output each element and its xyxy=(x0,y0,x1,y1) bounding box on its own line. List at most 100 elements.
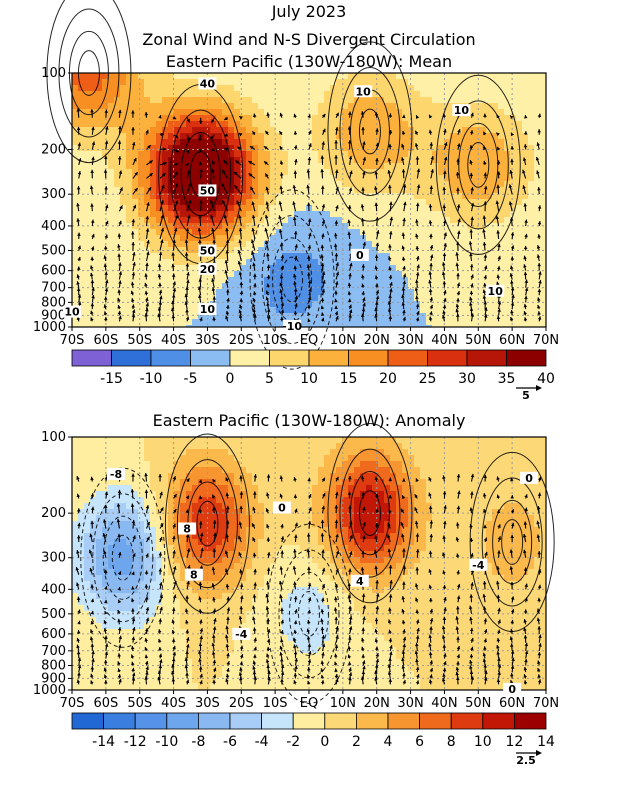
heatmap-cell xyxy=(324,109,331,116)
heatmap-cell xyxy=(126,277,133,284)
heatmap-cell xyxy=(174,145,181,152)
heatmap-cell xyxy=(354,283,361,290)
heatmap-cell xyxy=(126,301,133,308)
heatmap-cell xyxy=(204,443,211,450)
wind-vector-head xyxy=(266,283,270,288)
heatmap-cell xyxy=(420,319,427,326)
heatmap-cell xyxy=(324,443,331,450)
heatmap-cell xyxy=(168,115,175,122)
heatmap-cell xyxy=(378,205,385,212)
heatmap-cell xyxy=(186,289,193,296)
heatmap-cell xyxy=(270,193,277,200)
heatmap-cell xyxy=(228,199,235,206)
wind-vector-head xyxy=(374,314,378,318)
wind-vector-head xyxy=(188,183,192,187)
heatmap-cell xyxy=(174,217,181,224)
heatmap-cell xyxy=(318,139,325,146)
heatmap-cell xyxy=(414,163,421,170)
heatmap-cell xyxy=(342,157,349,164)
heatmap-cell xyxy=(96,151,103,158)
wind-vector-head xyxy=(186,170,191,174)
heatmap-cell xyxy=(402,85,409,92)
heatmap-cell xyxy=(222,193,229,200)
heatmap-cell xyxy=(462,115,469,122)
heatmap-cell xyxy=(156,115,163,122)
heatmap-cell xyxy=(156,175,163,182)
heatmap-cell xyxy=(354,127,361,134)
heatmap-cell xyxy=(240,115,247,122)
heatmap-cell xyxy=(90,139,97,146)
heatmap-cell xyxy=(492,437,499,444)
heatmap-cell xyxy=(240,97,247,104)
colorbar-swatch xyxy=(506,349,547,367)
heatmap-cell xyxy=(528,103,535,110)
heatmap-cell xyxy=(450,157,457,164)
heatmap-cell xyxy=(420,217,427,224)
heatmap-cell xyxy=(120,163,127,170)
heatmap-cell xyxy=(168,277,175,284)
heatmap-cell xyxy=(270,139,277,146)
heatmap-cell xyxy=(336,247,343,254)
heatmap-cell xyxy=(432,437,439,444)
heatmap-cell xyxy=(282,193,289,200)
heatmap-cell xyxy=(540,139,547,146)
heatmap-cell xyxy=(510,85,517,92)
wind-vector-head xyxy=(266,252,270,257)
heatmap-cell xyxy=(504,163,511,170)
heatmap-cell xyxy=(108,217,115,224)
contour-label: 10 xyxy=(488,285,504,298)
heatmap-cell xyxy=(120,229,127,236)
heatmap-cell xyxy=(330,79,337,86)
heatmap-cell xyxy=(312,283,319,290)
heatmap-cell xyxy=(114,229,121,236)
heatmap-cell xyxy=(444,199,451,206)
heatmap-cell xyxy=(210,175,217,182)
heatmap-cell xyxy=(174,229,181,236)
heatmap-cell xyxy=(78,241,85,248)
heatmap-cell xyxy=(180,437,187,444)
heatmap-cell xyxy=(246,211,253,218)
heatmap-cell xyxy=(534,121,541,128)
heatmap-cell xyxy=(72,199,79,206)
heatmap-cell xyxy=(138,295,145,302)
heatmap-cell xyxy=(174,295,181,302)
heatmap-cell xyxy=(84,169,91,176)
heatmap-cell xyxy=(228,235,235,242)
wind-vector-head xyxy=(361,291,366,295)
heatmap-cell xyxy=(450,313,457,320)
heatmap-cell xyxy=(540,175,547,182)
heatmap-cell xyxy=(402,295,409,302)
wind-vector-head xyxy=(186,272,190,276)
heatmap-cell xyxy=(102,325,109,328)
heatmap-cell xyxy=(108,289,115,296)
heatmap-cell xyxy=(426,181,433,188)
heatmap-cell xyxy=(342,109,349,116)
heatmap-cell xyxy=(120,217,127,224)
heatmap-cell xyxy=(498,319,505,326)
heatmap-cell xyxy=(420,145,427,152)
heatmap-cell xyxy=(174,277,181,284)
heatmap-cell xyxy=(444,79,451,86)
heatmap-cell xyxy=(276,217,283,224)
heatmap-cell xyxy=(78,139,85,146)
heatmap-cell xyxy=(174,437,181,444)
heatmap-cell xyxy=(78,277,85,284)
heatmap-cell xyxy=(84,217,91,224)
heatmap-cell xyxy=(258,163,265,170)
heatmap-cell xyxy=(168,247,175,254)
wind-vector-head xyxy=(131,219,136,223)
heatmap-cell xyxy=(144,97,151,104)
heatmap-cell xyxy=(498,163,505,170)
wind-vector-head xyxy=(348,304,352,309)
heatmap-cell xyxy=(486,97,493,104)
heatmap-cell xyxy=(174,85,181,92)
heatmap-cell xyxy=(126,133,133,140)
heatmap-cell xyxy=(114,265,121,272)
heatmap-cell xyxy=(282,181,289,188)
wind-vector-head xyxy=(146,240,150,244)
heatmap-cell xyxy=(180,295,187,302)
heatmap-cell xyxy=(150,127,157,134)
heatmap-cell xyxy=(174,289,181,296)
heatmap-cell xyxy=(522,289,529,296)
heatmap-cell xyxy=(294,277,301,284)
